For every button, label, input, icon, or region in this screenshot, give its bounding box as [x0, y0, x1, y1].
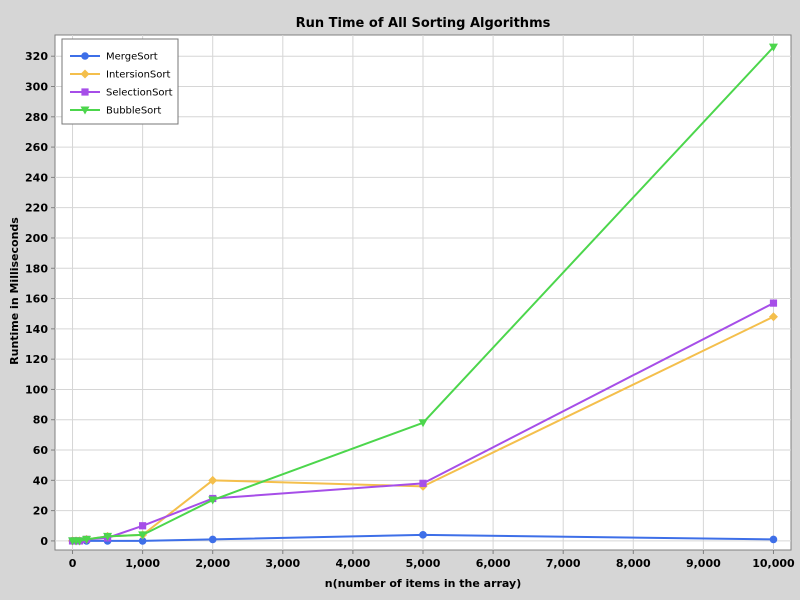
y-tick-label: 260: [25, 141, 48, 154]
y-tick-label: 320: [25, 50, 48, 63]
legend-marker: [80, 69, 90, 79]
chart-title: Run Time of All Sorting Algorithms: [296, 16, 551, 31]
data-point-bubblesort: [768, 43, 778, 52]
legend-label: MergeSort: [106, 52, 158, 63]
y-tick-label: 240: [25, 171, 48, 184]
y-tick-label: 60: [33, 444, 49, 457]
data-point-mergesort: [419, 531, 427, 539]
x-tick-label: 6,000: [476, 557, 511, 570]
data-point-bubblesort: [138, 531, 148, 540]
data-point-bubblesort: [208, 496, 218, 505]
legend-label: SelectionSort: [106, 88, 173, 99]
data-point-selectionsort: [139, 522, 147, 530]
y-tick-label: 200: [25, 232, 48, 245]
y-tick-label: 300: [25, 81, 48, 94]
x-tick-label: 7,000: [546, 557, 581, 570]
legend: MergeSort IntersionSort SelectionSort Bubbl…: [61, 38, 179, 125]
y-tick-label: 180: [25, 262, 48, 275]
y-tick-label: 100: [25, 383, 48, 396]
legend-label: IntersionSort: [106, 70, 170, 81]
y-tick-label: 20: [33, 505, 49, 518]
x-axis-label: n(number of items in the array): [325, 577, 521, 590]
data-point-bubblesort: [103, 532, 113, 541]
data-point-selectionsort: [769, 299, 778, 307]
y-tick-label: 0: [40, 535, 48, 548]
data-point-mergesort: [138, 537, 147, 545]
x-tick-label: 2,000: [195, 557, 230, 570]
y-axis-label: Runtime in Milliseconds: [8, 217, 21, 365]
y-tick-label: 80: [33, 414, 49, 427]
y-tick-label: 120: [25, 353, 48, 366]
legend-item-mergesort: MergeSort: [70, 52, 158, 63]
x-tick-label: 0: [69, 557, 77, 570]
legend-label: BubbleSort: [106, 106, 161, 117]
x-tick-label: 5,000: [406, 557, 441, 570]
y-tick-label: 40: [33, 474, 49, 487]
x-tick-label: 1,000: [125, 557, 160, 570]
data-point-mergesort: [769, 535, 778, 544]
x-tick-label: 3,000: [265, 557, 300, 570]
y-tick-label: 280: [25, 111, 48, 124]
data-point-intersionsort: [208, 475, 218, 485]
legend-item-selectionsort: SelectionSort: [70, 88, 173, 99]
legend-item-bubblesort: BubbleSort: [70, 106, 161, 117]
tick-layer: 0 1,000 2,000 3,000 4,000 5,000 6,000 7,000 8,00…: [25, 50, 795, 570]
data-point-bubblesort: [75, 537, 85, 546]
y-tick-label: 140: [25, 323, 48, 336]
x-tick-label: 8,000: [616, 557, 651, 570]
series-bubblesort: [68, 43, 778, 546]
legend-marker: [81, 88, 89, 96]
data-point-bubblesort: [82, 535, 92, 544]
y-tick-label: 160: [25, 293, 48, 306]
legend-item-intersionsort: IntersionSort: [70, 69, 170, 81]
data-point-intersionsort: [768, 312, 778, 322]
series-layer: [68, 43, 778, 546]
legend-marker: [80, 106, 90, 115]
data-point-selectionsort: [419, 479, 427, 487]
y-tick-label: 220: [25, 202, 48, 215]
x-tick-label: 9,000: [686, 557, 721, 570]
data-point-bubblesort: [418, 419, 428, 428]
x-tick-label: 4,000: [336, 557, 371, 570]
x-tick-label: 10,000: [752, 557, 795, 570]
legend-marker: [81, 52, 89, 60]
data-point-mergesort: [208, 535, 217, 544]
